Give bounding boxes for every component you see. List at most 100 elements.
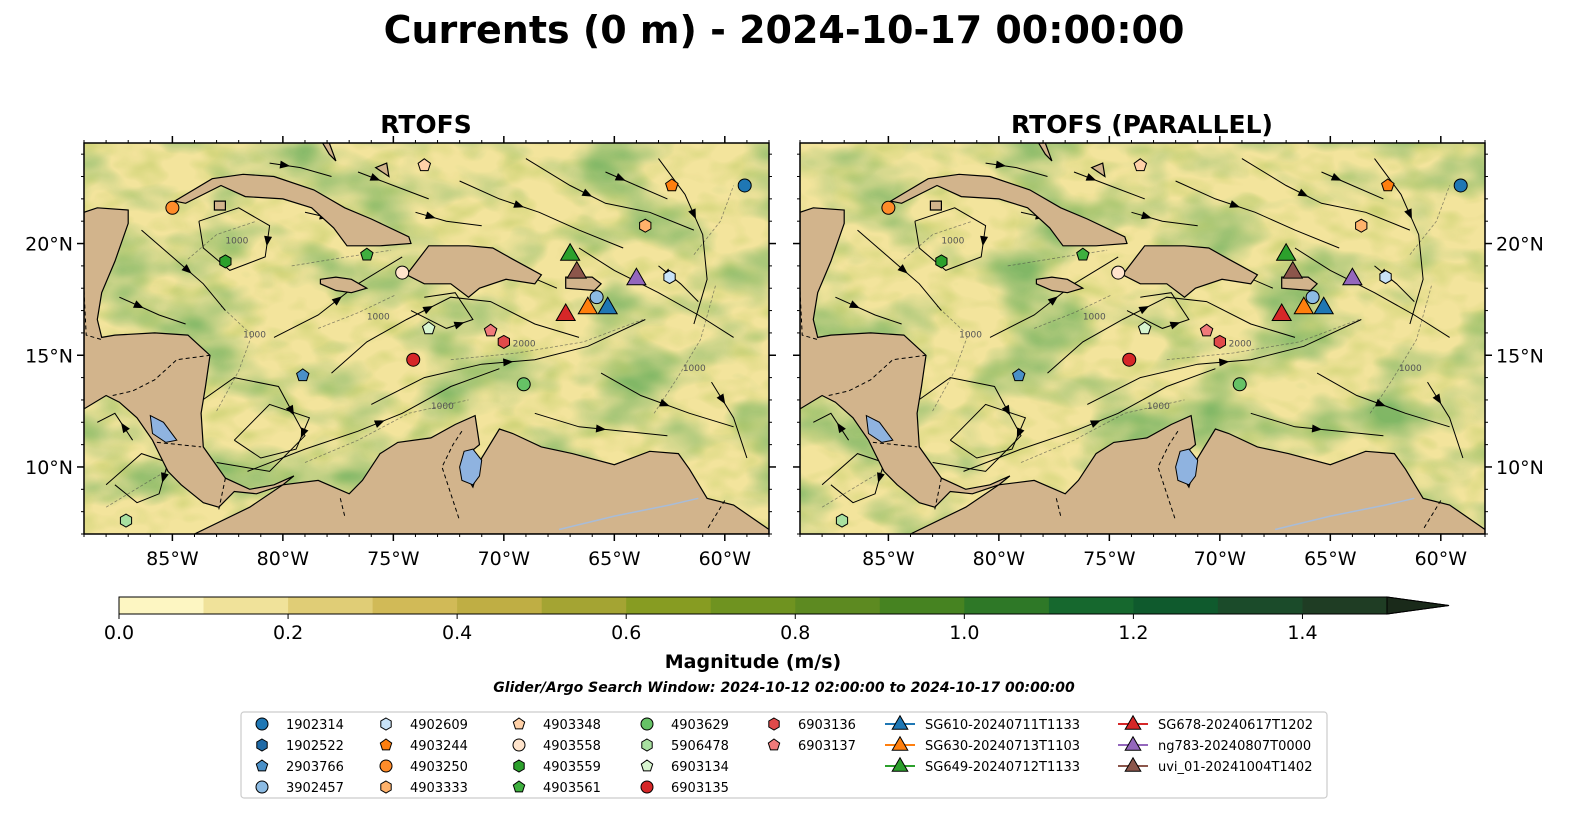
streamline xyxy=(1126,292,1190,329)
legend-marker xyxy=(512,738,526,752)
lake-nicaragua xyxy=(865,414,894,443)
legend-label: 4903250 xyxy=(410,760,468,775)
land-puerto-rico xyxy=(565,276,603,292)
marker-ng783-20240807T0000 xyxy=(626,267,647,286)
marker-SG678-20240617T1202 xyxy=(555,302,577,321)
streamline-arrow xyxy=(848,300,860,309)
legend-label: 6903136 xyxy=(798,718,856,733)
land-bahamas-2 xyxy=(374,162,390,178)
bathymetry-contour xyxy=(450,319,644,361)
legend-marker xyxy=(255,780,269,794)
colorbar-extend-arrow xyxy=(1386,596,1450,615)
legend-label: SG610-20240711T1133 xyxy=(925,718,1080,733)
bathymetry-label: 2000 xyxy=(1229,339,1252,349)
bathymetry-contour xyxy=(1020,399,1185,463)
bathymetry-contour xyxy=(653,283,717,414)
streamline-arrow xyxy=(1229,200,1241,208)
bathymetry-contour xyxy=(1034,294,1112,329)
marker-4903561 xyxy=(360,247,374,261)
land-cuba xyxy=(888,173,1128,247)
land-hispaniola xyxy=(405,245,543,298)
land-puerto-rico xyxy=(1281,276,1319,292)
legend-marker xyxy=(512,780,526,793)
colorbar-label: Magnitude (m/s) xyxy=(665,651,842,673)
colorbar-bin xyxy=(879,597,965,614)
legend-marker xyxy=(256,738,268,752)
legend-item: 6903134 xyxy=(640,759,729,775)
colorbar-tick-label: 0.8 xyxy=(780,622,810,644)
streamline xyxy=(1241,158,1411,231)
marker-SG610-20240711T1133 xyxy=(1313,296,1335,315)
marker-ng783-20240807T0000 xyxy=(1342,267,1363,286)
legend-marker xyxy=(640,717,654,731)
streamline-arrow xyxy=(300,427,309,439)
bathymetry-contour xyxy=(903,220,973,260)
colorbar-tick-label: 1.4 xyxy=(1287,622,1317,644)
streamline-arrow xyxy=(453,321,465,330)
legend-marker xyxy=(640,759,654,772)
streamline-arrow xyxy=(121,422,130,434)
legend-item: 4903559 xyxy=(513,759,601,775)
streamline-arrow xyxy=(877,472,885,483)
streamline xyxy=(357,171,429,200)
legend-item: 4903629 xyxy=(640,717,729,733)
bathymetry-contour xyxy=(1166,319,1360,361)
legend-label: 6903135 xyxy=(671,781,729,796)
colorbar-bin xyxy=(795,597,881,614)
legend-item: 6903135 xyxy=(640,780,729,796)
colorbar-bin xyxy=(626,597,712,614)
legend-label: 5906478 xyxy=(671,739,729,754)
legend-marker xyxy=(1124,735,1142,751)
streamline xyxy=(1321,171,1384,200)
legend-item: ng783-20240807T0000 xyxy=(1118,735,1311,754)
streamline-arrow xyxy=(1016,427,1025,439)
marker-4903348 xyxy=(417,158,432,172)
panel-title-right: RTOFS (PARALLEL) xyxy=(1011,110,1273,139)
x-tick-label: 75°W xyxy=(1083,548,1136,570)
colorbar-bin xyxy=(1133,597,1219,614)
bathymetry-label: 1000 xyxy=(1399,364,1422,374)
streamline-arrow xyxy=(837,422,846,434)
x-tick-label: 70°W xyxy=(478,548,531,570)
colorbar: 0.0 0.2 0.4 0.6 0.8 1.0 1.2 1.4 xyxy=(104,596,1450,644)
legend-label: 4903558 xyxy=(543,739,601,754)
country-border xyxy=(112,354,211,396)
map-panel-rtofs: 1000 1000 2000 1000 1000 1000 85°W 80°W 75°W 70°W… xyxy=(25,136,776,570)
colorbar-tick-label: 0.6 xyxy=(611,622,641,644)
colorbar-bin xyxy=(203,597,289,614)
search-window-subtitle: Glider/Argo Search Window: 2024-10-12 02… xyxy=(493,680,1075,696)
legend-item: SG649-20240712T1133 xyxy=(885,756,1080,775)
legend-marker xyxy=(379,738,393,751)
streamline-arrow xyxy=(980,235,989,247)
streamline-arrow xyxy=(424,211,436,220)
legend-item: 4903333 xyxy=(380,780,468,796)
bathymetry-label: 1000 xyxy=(431,402,454,412)
x-tick-label: 80°W xyxy=(257,548,310,570)
marker-4903558 xyxy=(1111,265,1126,280)
x-tick-label: 85°W xyxy=(146,548,199,570)
legend-marker xyxy=(891,735,909,751)
marker-SG678-20240617T1202 xyxy=(1271,302,1293,321)
marker-4902609 xyxy=(1379,270,1392,285)
streamline-arrow xyxy=(1375,398,1386,407)
streamline xyxy=(198,207,271,271)
streamline xyxy=(269,162,332,177)
legend-item: 4903250 xyxy=(379,759,468,775)
marker-4903348 xyxy=(1133,158,1148,172)
bathymetry-contour xyxy=(318,294,396,329)
panel-title-left: RTOFS xyxy=(380,110,472,139)
streamline xyxy=(1294,247,1450,338)
bathymetry-label: 1000 xyxy=(1147,402,1170,412)
streamline-arrow xyxy=(1311,424,1323,433)
country-border xyxy=(441,430,463,521)
streamline-arrow xyxy=(285,404,295,416)
bathymetry-label: 2000 xyxy=(513,339,536,349)
legend-item: 1902314 xyxy=(255,717,344,733)
colorbar-bin xyxy=(541,597,627,614)
legend-label: 1902314 xyxy=(286,718,344,733)
marker-4903250 xyxy=(165,200,180,215)
streamline-arrow xyxy=(373,420,385,428)
streamline xyxy=(605,171,668,200)
streamline-arrow xyxy=(132,300,144,309)
colorbar-bin xyxy=(1217,597,1303,614)
